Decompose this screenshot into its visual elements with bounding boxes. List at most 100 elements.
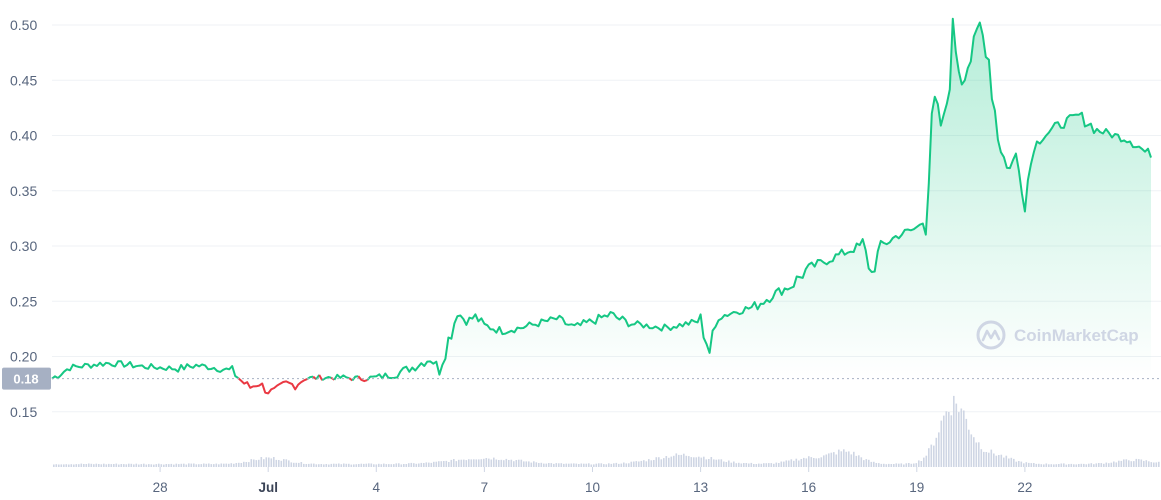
volume-bar: [620, 463, 623, 467]
volume-bar: [165, 464, 168, 467]
volume-bar: [828, 453, 830, 467]
volume-bar: [175, 463, 178, 467]
volume-bar: [520, 459, 523, 467]
volume-bar: [1095, 463, 1098, 467]
volume-bar: [660, 459, 663, 467]
volume-bar: [668, 457, 670, 467]
volume-bar: [813, 458, 815, 467]
volume-bar: [583, 463, 585, 467]
volume-bar: [530, 462, 533, 467]
volume-bar: [835, 454, 838, 467]
volume-bar: [850, 454, 853, 467]
volume-bar: [845, 451, 848, 467]
volume-bar: [1155, 462, 1158, 467]
volume-bar: [1048, 464, 1050, 467]
volume-bar: [60, 464, 63, 467]
volume-bar: [383, 463, 385, 467]
volume-bar: [675, 453, 678, 467]
volume-bar: [138, 464, 140, 467]
volume-bar: [1110, 462, 1113, 467]
volume-bar: [820, 457, 823, 467]
volume-bar: [613, 463, 615, 467]
volume-bar: [503, 460, 505, 467]
volume-bar: [85, 464, 88, 467]
volume-bar: [120, 464, 123, 467]
volume-bar: [418, 463, 420, 467]
volume-bar: [200, 464, 203, 467]
volume-bar: [840, 451, 843, 467]
volume-bar: [868, 459, 870, 467]
y-tick-label: 0.25: [10, 293, 37, 309]
volume-bar: [425, 462, 428, 467]
volume-bar: [355, 464, 358, 467]
volume-bar: [1000, 454, 1003, 467]
price-line: [51, 17, 1152, 395]
volume-bar: [313, 463, 315, 467]
x-axis: 28 Jul 4 7 10 13 16 19 22: [153, 467, 1032, 495]
volume-bar: [203, 463, 205, 467]
volume-bar: [63, 464, 65, 467]
volume-bar: [1130, 461, 1133, 467]
volume-bar: [1055, 464, 1058, 467]
volume-bar: [513, 461, 515, 467]
volume-bar: [170, 463, 173, 467]
volume-bar: [633, 461, 635, 467]
volume-bar: [715, 459, 718, 467]
volume-bar: [125, 464, 128, 467]
volume-bar: [1030, 463, 1033, 467]
volume-bar: [543, 463, 545, 467]
volume-bar: [338, 463, 340, 467]
volume-bar: [880, 463, 883, 467]
volume-bar: [430, 462, 433, 467]
volume-bar: [983, 451, 985, 467]
volume-bar: [783, 461, 785, 467]
volume-bar: [848, 451, 850, 467]
x-tick-label: 19: [909, 480, 924, 495]
volume-bar: [100, 464, 103, 467]
volume-bar: [468, 459, 470, 467]
volume-bar: [743, 463, 745, 467]
volume-bar: [618, 463, 620, 467]
volume-bar: [898, 463, 900, 467]
volume-bar: [638, 461, 640, 467]
volume-bar: [928, 448, 930, 467]
y-tick-label: 0.45: [10, 72, 37, 88]
volume-bar: [398, 463, 400, 467]
volume-bar: [975, 442, 978, 467]
volume-bar: [465, 460, 468, 467]
volume-bar: [773, 463, 775, 467]
volume-bar: [410, 462, 413, 467]
volume-bar: [268, 457, 270, 467]
volume-bar: [565, 463, 568, 467]
volume-bar: [538, 463, 540, 467]
volume-bar: [435, 461, 438, 467]
volume-bar: [568, 463, 570, 467]
volume-bar: [168, 464, 170, 467]
volume-bar: [1025, 462, 1028, 467]
volume-bar: [140, 464, 143, 467]
reference-label-box: [2, 367, 51, 390]
volume-bar: [595, 463, 598, 467]
volume-bar: [453, 459, 455, 467]
volume-bar: [548, 463, 550, 467]
volume-bar: [1145, 460, 1148, 467]
volume-bar: [758, 463, 760, 467]
volume-bar: [800, 459, 803, 467]
volume-bar: [953, 395, 955, 467]
volume-bar: [655, 457, 658, 467]
volume-bar: [333, 463, 335, 467]
volume-bar: [1098, 463, 1100, 467]
volume-bar: [330, 463, 333, 467]
volume-bar: [858, 455, 860, 467]
y-tick-label: 0.40: [10, 128, 37, 144]
volume-bar: [945, 411, 948, 467]
volume-bar: [508, 460, 510, 467]
volume-bar: [180, 463, 183, 467]
volume-bar: [963, 410, 965, 467]
volume-bar: [965, 418, 968, 467]
volume-bar: [495, 459, 498, 467]
volume-bar: [320, 464, 323, 467]
volume-bar: [1108, 463, 1110, 467]
volume-bar: [788, 460, 790, 467]
volume-bar: [1113, 461, 1115, 467]
